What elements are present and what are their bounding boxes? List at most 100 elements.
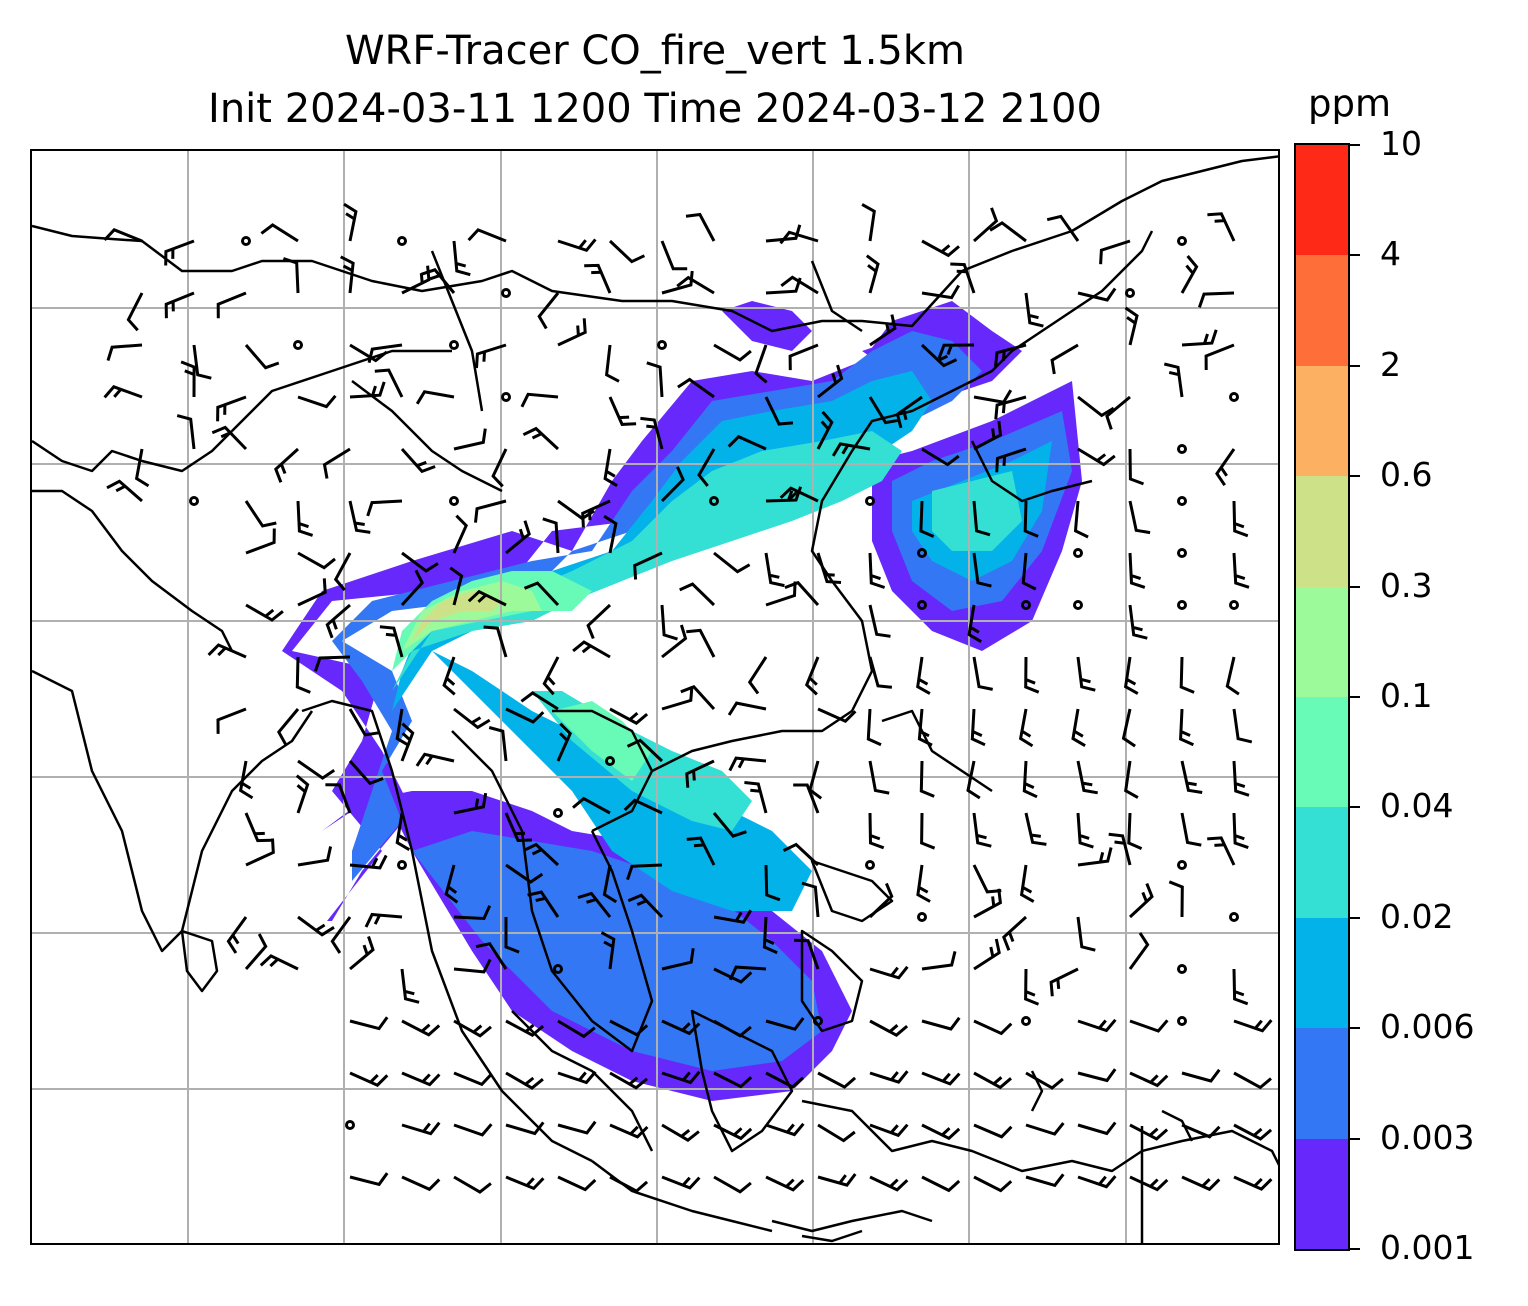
colorbar-tick-label: 2 — [1380, 344, 1401, 384]
wind-barb — [244, 812, 272, 843]
calm-wind-marker — [293, 340, 303, 350]
calm-wind-marker — [865, 496, 875, 506]
colorbar-segment — [1296, 254, 1348, 366]
wind-barb — [728, 756, 767, 772]
wind-barb — [395, 708, 411, 747]
wind-barb — [868, 552, 886, 589]
wind-barb — [1077, 447, 1116, 467]
wind-barb — [245, 528, 276, 555]
wind-barb — [1128, 448, 1145, 486]
wind-barb — [920, 812, 936, 850]
wind-barb — [661, 1070, 701, 1085]
wind-barb — [379, 625, 404, 658]
wind-barb — [1180, 760, 1203, 794]
colorbar-tick — [1350, 144, 1360, 146]
wind-barb — [869, 1019, 909, 1038]
wind-barb — [1077, 287, 1117, 302]
wind-barb — [1019, 864, 1035, 903]
wind-barb — [523, 581, 560, 607]
wind-barb — [921, 447, 960, 467]
wind-barb — [677, 377, 715, 399]
wind-barb — [475, 343, 507, 369]
wind-barb — [520, 392, 559, 408]
wind-barb — [366, 499, 403, 517]
wind-barb — [764, 552, 785, 588]
wind-barb — [1076, 760, 1098, 795]
wind-barb — [921, 239, 960, 258]
wind-barb — [106, 343, 143, 362]
wind-barb — [520, 691, 559, 711]
wind-barb — [557, 1019, 596, 1039]
wind-barb — [295, 656, 311, 694]
calm-wind-marker — [605, 756, 615, 766]
wind-barb — [609, 707, 649, 726]
wind-barb — [401, 1175, 441, 1192]
wind-barb — [623, 798, 663, 815]
wind-barb — [970, 708, 986, 747]
colorbar-tick-label: 4 — [1380, 234, 1401, 274]
colorbar-tick — [1350, 806, 1360, 809]
wind-barb — [727, 434, 767, 451]
calm-wind-marker — [1021, 1016, 1031, 1026]
wind-barb — [1077, 1121, 1117, 1136]
calm-wind-marker — [397, 860, 407, 870]
calm-wind-marker — [813, 1016, 823, 1026]
wind-barb — [713, 343, 752, 362]
wind-barb — [916, 864, 931, 903]
wind-barb — [685, 212, 716, 242]
calm-wind-marker — [1229, 600, 1239, 610]
calm-wind-marker — [657, 340, 667, 350]
wind-barb — [609, 1123, 649, 1139]
wind-barb — [452, 240, 471, 277]
calm-wind-marker — [501, 392, 511, 402]
wind-barb — [994, 395, 1027, 420]
wind-barb — [713, 1123, 753, 1141]
wind-barb — [415, 390, 455, 405]
wind-barb — [865, 254, 880, 294]
colorbar-tick-label: 0.3 — [1380, 565, 1433, 605]
wind-barb — [754, 344, 768, 384]
wind-barb — [1128, 604, 1148, 640]
wind-barb — [765, 1071, 805, 1089]
wind-barb — [973, 1019, 1013, 1036]
wind-barb — [211, 425, 248, 451]
wind-barb — [260, 223, 299, 243]
wind-barb — [442, 656, 456, 696]
wind-barb — [868, 656, 893, 689]
wind-barb — [226, 916, 248, 954]
wind-barb — [1207, 836, 1236, 866]
colorbar-segment — [1296, 696, 1348, 808]
colorbar-tick — [1350, 475, 1360, 478]
wind-barb — [1204, 343, 1235, 371]
wind-barb — [1077, 1175, 1117, 1189]
wind-barb — [972, 812, 992, 848]
wind-barb — [602, 864, 618, 904]
wind-barb — [895, 395, 923, 429]
wind-barb — [475, 942, 508, 970]
calm-wind-marker — [397, 236, 407, 246]
wind-barb — [164, 239, 195, 266]
wind-barb — [1180, 255, 1199, 294]
wind-barb — [1123, 656, 1139, 695]
calm-wind-marker — [1177, 600, 1187, 610]
wind-barb — [973, 1071, 1012, 1090]
wind-barb — [765, 581, 797, 607]
colorbar-segment — [1296, 917, 1348, 1029]
wind-barb — [1124, 760, 1139, 799]
wind-barb — [527, 890, 560, 918]
wind-barb — [1046, 214, 1080, 242]
wind-barb — [626, 863, 663, 881]
wind-barb — [1021, 552, 1037, 591]
colorbar-unit-label: ppm — [1308, 82, 1392, 125]
wind-barb — [869, 1070, 909, 1084]
calm-wind-marker — [1177, 444, 1187, 454]
wind-barb — [1050, 343, 1079, 375]
calm-wind-marker — [1073, 600, 1083, 610]
wind-barb — [415, 752, 455, 767]
wind-barb — [216, 291, 247, 319]
wind-barb — [1129, 1019, 1169, 1033]
wind-barb — [661, 1019, 701, 1036]
wind-barb — [921, 1071, 961, 1086]
wind-barb — [989, 221, 1027, 243]
wind-barb — [504, 812, 533, 843]
